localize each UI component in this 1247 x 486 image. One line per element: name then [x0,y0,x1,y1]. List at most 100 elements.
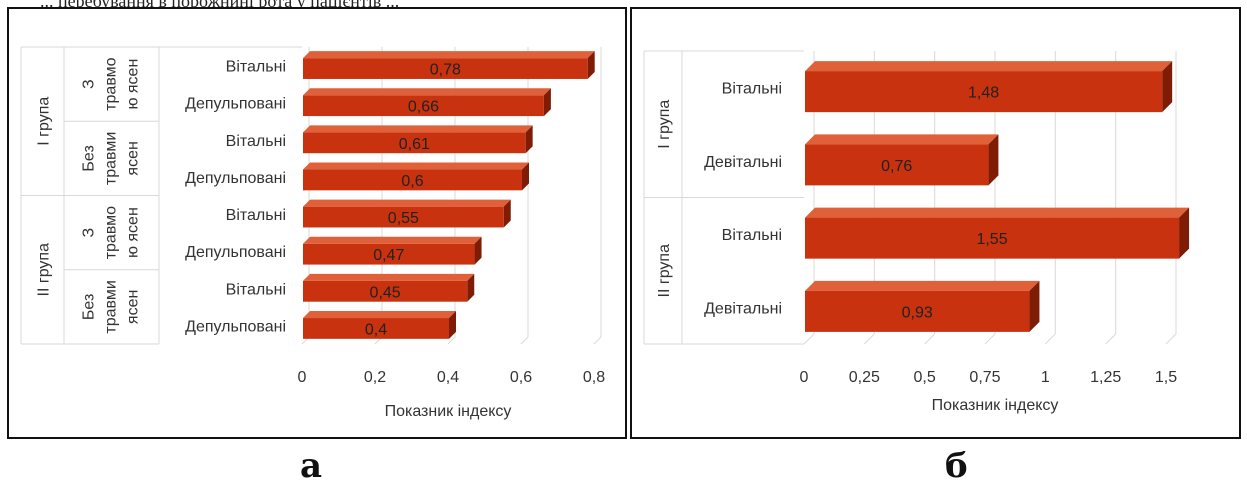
bar-front-face [303,95,544,117]
chart-panel-b: 0 0,25 0,5 0,75 1 1,25 1,5 Показник індексу I гр… [630,7,1241,439]
bar: 0,76 [805,134,999,186]
x-tick-label: 0 [298,369,307,386]
bar-value-label: 0,4 [365,321,387,338]
x-axis-label: Показник індексу [932,397,1059,414]
category-label: Вітальні [226,133,286,150]
bar-top-face [805,207,1190,218]
bar: 0,6 [303,162,529,191]
group-label: I група [656,100,673,149]
x-tick-label: 0,5 [914,369,936,386]
bar-front-face [303,243,475,265]
bar-side-face [449,311,456,339]
x-tick-label: 0,8 [583,369,605,386]
bar-front-face [303,206,504,228]
bar-top-face [303,273,475,281]
group-label: II група [36,243,53,297]
bar-value-label: 1,55 [976,231,1007,248]
category-label: Вітальні [722,81,782,98]
subgroup-label-line: травмо [103,206,120,259]
subgroup-label: Без травми ясен [81,280,142,333]
gridline-floor [1165,333,1177,345]
chart-a-svg: 0 0,2 0,4 0,6 0,8 Показник індексу I група З тра… [20,46,605,420]
gridline-floor [447,336,456,345]
category-label: Вітальні [226,59,286,76]
category-label: Девітальні [704,300,782,317]
bar: 0,45 [303,273,475,302]
category-label: Вітальні [226,207,286,224]
bar: 0,47 [303,236,482,265]
category-label: Депульповані [185,96,286,113]
bar-value-label: 0,61 [399,136,430,153]
group-label: II група [656,244,673,298]
x-tick-label: 0,2 [364,369,386,386]
bar-side-face [988,134,999,186]
bar-side-face [1179,207,1190,259]
category-label: Вітальні [722,227,782,244]
gridline-floor [803,333,815,345]
subgroup-label-line: ю ясен [125,207,142,258]
gridline-floor [1044,333,1056,345]
bar-value-label: 0,76 [881,158,912,175]
x-tick-label: 0 [800,369,809,386]
bar-front-face [303,132,526,154]
subgroup-label-line: травми [103,132,120,185]
x-tick-label: 0,6 [510,369,532,386]
bar-front-face [303,58,588,79]
category-label: Вітальні [226,281,286,298]
gridline-floor [984,333,996,345]
group-label: I група [36,97,53,146]
bar: 0,61 [303,125,533,154]
x-tick-label: 0,4 [437,369,459,386]
bar-top-face [303,125,533,133]
bar-top-face [303,199,511,207]
panel-label-b: б [945,446,968,486]
bar-top-face [303,51,595,59]
bar-value-label: 0,45 [370,284,401,301]
category-label: Депульповані [185,244,286,261]
x-tick-label: 1 [1041,369,1050,386]
subgroup-label-line: травми [103,280,120,333]
bar-top-face [805,134,999,145]
bar-value-label: 0,47 [373,247,404,264]
bar-front-face [805,217,1180,259]
bar: 0,78 [303,51,595,79]
bar: 0,55 [303,199,511,228]
x-tick-label: 0,75 [969,369,1000,386]
bar-top-face [805,280,1040,291]
caption-text-fragment: ... перебування в порожнині рота у паціє… [40,0,400,11]
gridline-floor [520,336,529,345]
x-tick-label: 1,5 [1155,369,1177,386]
x-axis-label: Показник індексу [385,403,512,420]
bar-value-label: 0,55 [388,210,419,227]
bar-front-face [303,318,449,339]
bar-value-label: 0,66 [408,99,439,116]
bar-front-face [805,71,1163,113]
bar-value-label: 0,78 [430,62,461,79]
bar-front-face [805,144,989,186]
bar-side-face [522,162,529,191]
category-label: Девітальні [704,154,782,171]
bar-front-face [303,169,522,191]
bar-value-label: 1,48 [968,85,999,102]
bar-top-face [303,162,529,170]
bar: 0,4 [303,311,456,339]
bar: 1,48 [805,61,1173,113]
bar: 0,66 [303,88,551,117]
bar-side-face [467,273,475,302]
bar-value-label: 0,93 [902,304,933,321]
gridline-floor [593,336,602,345]
chart-b-svg: 0 0,25 0,5 0,75 1 1,25 1,5 Показник індексу I гр… [643,50,1190,414]
category-label: Депульповані [185,170,286,187]
bar-front-face [303,280,468,302]
x-tick-label: 0,25 [849,369,880,386]
gridline-floor [924,333,936,345]
subgroup-label-line: ясен [125,290,142,324]
bar: 1,55 [805,207,1190,259]
subgroup-label-line: З [81,79,98,89]
x-tick-label: 1,25 [1090,369,1121,386]
subgroup-label-line: ясен [125,141,142,175]
bar-side-face [1029,280,1040,332]
